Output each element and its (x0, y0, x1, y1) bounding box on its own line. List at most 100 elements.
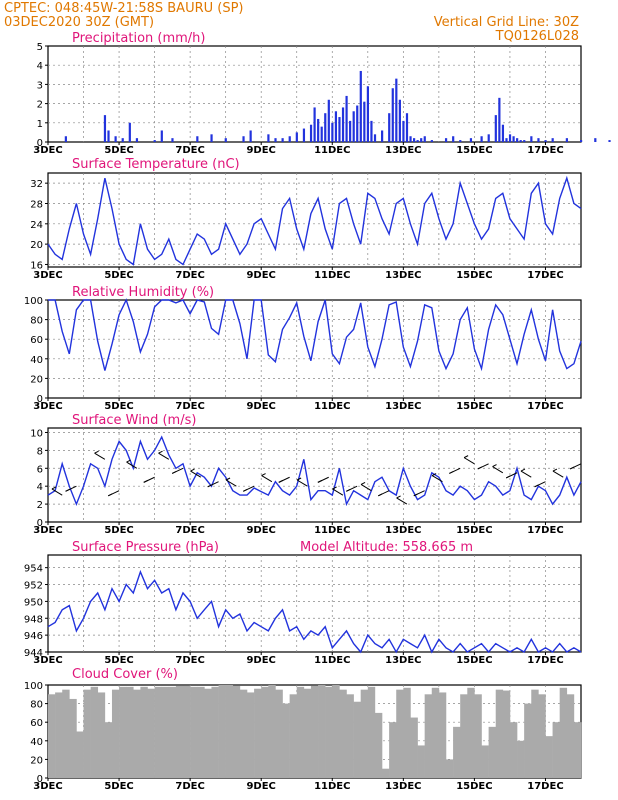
x-tick-label: 11DEC (314, 655, 350, 666)
y-tick-label: 0 (37, 774, 43, 785)
wind-arrow (492, 466, 504, 474)
y-tick-label: 6 (37, 464, 43, 475)
precip-bar (537, 138, 540, 142)
precip-bar (594, 138, 597, 142)
y-tick-label: 3 (37, 80, 43, 91)
cloud-cover-bar (190, 686, 198, 778)
x-tick-label: 5DEC (104, 145, 133, 156)
x-tick-label: 5DEC (104, 781, 133, 792)
cloud-cover-bar (410, 717, 418, 778)
cloud-cover-bar (346, 694, 354, 778)
cloud-cover-bar (76, 731, 84, 778)
x-tick-label: 3DEC (33, 401, 62, 412)
y-tick-label: 60 (30, 335, 43, 346)
cloud-cover-bar (104, 722, 113, 778)
cloud-cover-bar (424, 694, 433, 778)
y-tick-label: 946 (24, 631, 43, 642)
precip-bar (416, 140, 419, 142)
cloud-cover-bar (147, 688, 155, 778)
wind-arrow-head (143, 479, 148, 483)
y-tick-label: 4 (37, 61, 43, 72)
plot-frame (47, 427, 582, 523)
precip-bar (505, 138, 508, 142)
plot-frame (47, 299, 582, 399)
wind-arrow-head (332, 486, 337, 490)
precip-bar (551, 138, 554, 142)
wind-arrow-head (346, 488, 351, 492)
precip-bar (160, 130, 163, 142)
precip-bar (121, 138, 124, 142)
cloud-cover-bar (83, 689, 91, 778)
cloud-cover-bar (261, 686, 269, 778)
x-tick-label: 7DEC (175, 401, 204, 412)
cloud-cover-bar (517, 740, 525, 778)
wind-arrow-head (569, 466, 575, 470)
panel-5: Cloud Cover (%) 3DEC 5DEC 7DEC 9DEC 11DEC 13DE… (24, 667, 582, 792)
x-tick-label: 11DEC (314, 525, 350, 536)
y-tick-label: 954 (24, 564, 43, 575)
cloud-cover-bar (431, 687, 440, 778)
precip-bar (249, 130, 252, 142)
wind-arrow (225, 479, 237, 487)
cloud-cover-bar (97, 692, 106, 778)
wind-arrow (296, 479, 308, 487)
x-tick-label: 13DEC (385, 401, 421, 412)
precip-bar (356, 105, 359, 142)
x-tick-label: 15DEC (456, 145, 492, 156)
cloud-cover-bar (211, 686, 219, 778)
precip-bar (523, 140, 526, 142)
y-tick-label: 1 (37, 119, 43, 130)
y-tick-label: 24 (30, 220, 43, 231)
cloud-cover-bar (538, 694, 546, 778)
wind-arrow-head (552, 468, 558, 472)
cloud-cover-bar (232, 685, 241, 778)
precip-bar (420, 138, 423, 142)
precip-bar (530, 136, 533, 142)
x-tick-label: 7DEC (175, 145, 204, 156)
y-tick-label: 40 (30, 355, 43, 366)
precip-bar (64, 136, 67, 142)
cloud-cover-bar (168, 686, 177, 778)
wind-arrow-head (243, 488, 248, 492)
cloud-cover-bar (55, 692, 63, 778)
x-tick-label: 5DEC (104, 270, 133, 281)
precip-bar (334, 111, 338, 142)
wind-arrow-head (360, 482, 366, 485)
y-tick-label: 100 (24, 296, 43, 307)
precip-bar (501, 124, 505, 142)
wind-arrow-head (190, 468, 195, 472)
wind-arrow (94, 452, 106, 460)
precip-bar (327, 99, 330, 142)
cloud-cover-bar (467, 687, 475, 778)
precip-bar (402, 120, 405, 142)
panel-title: Surface Temperature (nC) (72, 157, 240, 172)
wind-arrow-head (449, 470, 454, 474)
cloud-cover-bar (246, 692, 255, 778)
wind-arrow-head (94, 450, 99, 454)
y-tick-label: 20 (30, 755, 43, 766)
panel-title: Relative Humidity (%) (72, 285, 214, 300)
cloud-cover-bar (140, 686, 148, 778)
wind-arrow (360, 484, 372, 492)
cloud-cover-bar (566, 694, 575, 778)
wind-arrow-head (65, 488, 70, 492)
cloud-cover-bar (396, 689, 404, 778)
cloud-cover-bar (474, 694, 482, 778)
precip-bar (373, 134, 377, 142)
precip-bar (487, 134, 490, 142)
precip-bar (370, 120, 373, 142)
precip-bar (281, 138, 284, 142)
wind-arrow-head (107, 493, 113, 497)
header-location: CPTEC: 048:45W-21:58S BAURU (SP) (4, 1, 244, 16)
cloud-cover-bar (69, 698, 77, 778)
x-tick-label: 9DEC (246, 655, 275, 666)
cloud-cover-bar (353, 701, 361, 778)
x-tick-label: 7DEC (175, 781, 204, 792)
x-tick-label: 3DEC (33, 781, 62, 792)
x-tick-label: 11DEC (314, 781, 350, 792)
precip-bar (366, 86, 369, 142)
series-line (47, 569, 582, 654)
precip-bar (288, 136, 291, 142)
wind-arrow-head (492, 464, 497, 468)
wind-arrow-head (534, 484, 539, 488)
